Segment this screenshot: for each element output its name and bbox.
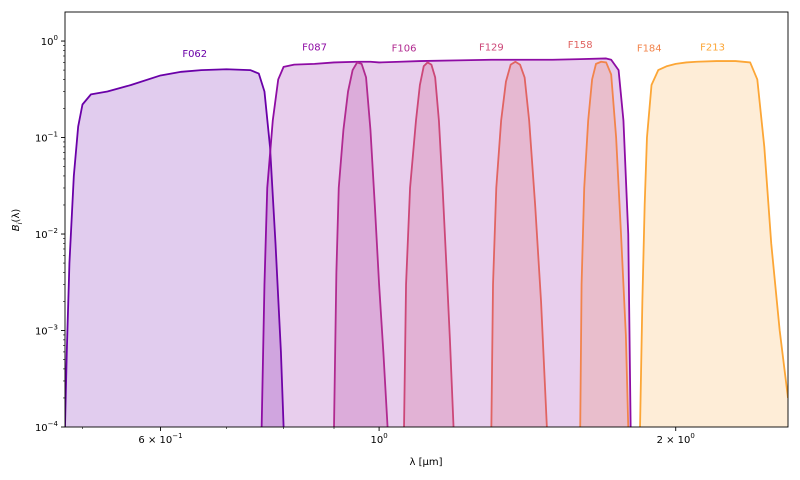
y-tick-label: 10−4 [35, 420, 59, 434]
plot-frame [64, 11, 789, 428]
band-curve-f106 [333, 61, 389, 427]
y-axis-label: Bi(λ) [11, 209, 24, 232]
y-tick-label: 10−3 [35, 324, 58, 338]
band-label-f213: F213 [700, 42, 725, 53]
band-label-f184: F184 [637, 43, 662, 54]
series-layer [65, 57, 788, 427]
x-tick-label: 2 × 100 [657, 432, 695, 446]
y-tick-label: 10−2 [35, 227, 58, 241]
band-label-f087: F087 [302, 42, 327, 53]
band-curve-f062 [65, 68, 285, 427]
axes-layer: 10−4 10−3 10−2 10−1 100 6 × 10−1 100 2 × 100 [35, 11, 789, 446]
band-curve-f129 [403, 61, 455, 427]
band-label-f129: F129 [479, 42, 504, 53]
x-tick-label: 6 × 10−1 [138, 432, 182, 446]
band-fill-f106 [334, 62, 388, 427]
band-curve-f158 [490, 60, 548, 427]
band-curve-f213 [639, 60, 788, 427]
x-tick-label: 100 [370, 432, 387, 446]
band-labels-layer: F062 F087 F106 F129 F158 F184 F213 [182, 40, 725, 60]
band-label-f062: F062 [182, 49, 207, 60]
y-tick-label: 10−1 [35, 131, 58, 145]
y-tick-label: 100 [41, 34, 58, 48]
x-axis-label: λ [μm] [409, 457, 442, 468]
band-label-f106: F106 [392, 43, 417, 54]
band-curve-f184 [579, 60, 630, 427]
band-fill-f062 [65, 69, 284, 427]
band-label-f158: F158 [568, 40, 593, 51]
band-curve-f087 [260, 57, 632, 427]
band-fill-f158 [491, 61, 547, 427]
band-fill-f129 [404, 62, 454, 427]
band-fill-f213 [640, 61, 788, 427]
